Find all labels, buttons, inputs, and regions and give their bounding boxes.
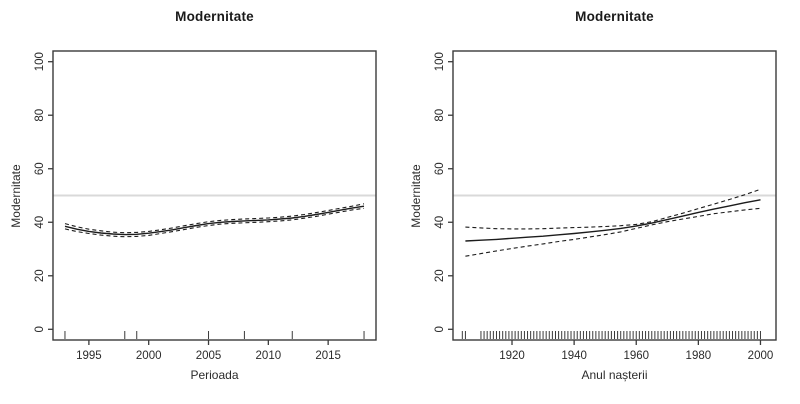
x-tick-label: 2000 — [136, 350, 162, 362]
series-estimate — [64, 205, 365, 236]
y-axis-label: Modernitate — [9, 164, 23, 228]
x-axis-label: Perioada — [190, 368, 239, 382]
series-lower-ci — [465, 207, 761, 257]
x-tick-label: 1940 — [561, 350, 587, 362]
y-tick-label: 20 — [34, 269, 46, 282]
plot-box — [452, 50, 777, 341]
y-tick-label: 100 — [34, 52, 46, 71]
series-lower-ci — [64, 207, 365, 238]
y-tick-label: 80 — [34, 109, 46, 122]
y-tick-label: 100 — [434, 52, 446, 71]
plot-canvas-perioada: 0 20 40 60 80 100 1995 2000 2005 2010 2015 — [34, 50, 377, 362]
chart-title: Modernitate — [175, 9, 254, 24]
panel-perioada: 0 20 40 60 80 100 1995 2000 2005 2010 2015 Moderni… — [9, 9, 377, 382]
x-tick-label: 1920 — [499, 350, 525, 362]
x-tick-label: 1995 — [76, 350, 102, 362]
x-tick-label: 2015 — [315, 350, 341, 362]
x-tick-label: 1960 — [623, 350, 649, 362]
y-tick-label: 60 — [34, 162, 46, 175]
x-tick-label: 2005 — [196, 350, 222, 362]
y-tick-label: 80 — [434, 109, 446, 122]
y-tick-label: 40 — [434, 216, 446, 229]
y-tick-label: 0 — [34, 326, 46, 332]
plot-box — [52, 50, 377, 341]
x-tick-label: 1980 — [686, 350, 712, 362]
series-upper-ci — [465, 188, 761, 230]
x-tick-label: 2000 — [748, 350, 774, 362]
chart-title: Modernitate — [575, 9, 654, 24]
y-tick-label: 40 — [34, 216, 46, 229]
plot-canvas-anul-nasterii: 0 20 40 60 80 100 1920 1940 1960 1980 2000 — [434, 50, 777, 362]
y-tick-label: 60 — [434, 162, 446, 175]
panel-anul-nasterii: 0 20 40 60 80 100 1920 1940 1960 1980 2000 Moderni… — [400, 0, 800, 404]
y-axis-label: Modernitate — [409, 164, 423, 228]
y-tick-label: 20 — [434, 269, 446, 282]
y-tick-label: 0 — [434, 326, 446, 332]
x-tick-label: 2010 — [256, 350, 282, 362]
series-upper-ci — [64, 203, 365, 234]
x-axis-label: Anul nașterii — [581, 368, 648, 382]
series-estimate — [465, 199, 761, 242]
